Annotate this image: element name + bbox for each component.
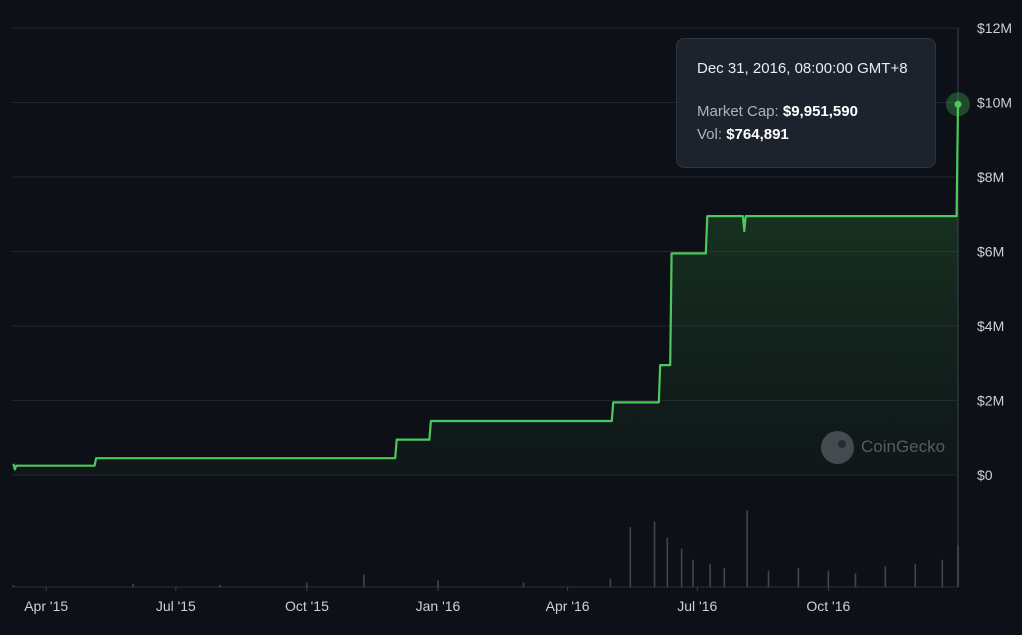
volume-bar [363,574,365,587]
y-tick-label: $8M [977,169,1004,185]
volume-bar [767,570,770,587]
chart-tooltip: Dec 31, 2016, 08:00:00 GMT+8 Market Cap:… [676,38,936,168]
x-tick-label: Oct '16 [806,598,850,614]
volume-bar [522,582,525,587]
y-tick-label: $12M [977,20,1012,36]
volume-bar [306,582,308,587]
volume-bar [827,570,830,587]
volume-bar [854,573,857,587]
volume-bar [692,559,694,587]
volume-bar [12,585,15,587]
x-tick-label: Jul '16 [677,598,717,614]
volume-bar [666,537,669,587]
tooltip-date: Dec 31, 2016, 08:00:00 GMT+8 [697,60,908,77]
y-tick-label: $10M [977,95,1012,111]
volume-bar [437,580,439,587]
market-cap-area [13,104,958,476]
y-tick-label: $2M [977,393,1004,409]
volume-bar [609,578,612,587]
tooltip-market-cap-label: Market Cap: [697,103,779,120]
volume-bar [941,559,944,587]
volume-bar [629,526,632,587]
x-tick-label: Apr '16 [546,598,590,614]
volume-bar [132,583,134,587]
x-tick-label: Jul '15 [156,598,196,614]
y-tick-label: $4M [977,318,1004,334]
tooltip-market-cap-value: $9,951,590 [782,103,858,120]
tooltip-vol-label: Vol: [697,126,723,143]
y-tick-label: $0 [977,467,993,483]
x-tick-label: Apr '15 [24,598,68,614]
volume-bar [797,567,800,587]
volume-bar [723,567,726,587]
hover-point [954,100,962,108]
volume-bar [957,545,959,587]
tooltip-volume: Vol: $764,891 [697,126,915,143]
volume-bar [219,584,221,587]
coingecko-watermark: CoinGecko [821,430,945,464]
volume-bar [884,566,887,587]
x-tick-label: Oct '15 [285,598,329,614]
tooltip-market-cap: Market Cap: $9,951,590 [697,103,915,120]
volume-bar [680,548,683,587]
volume-bar [709,564,711,587]
coingecko-logo-icon [821,430,854,464]
volume-bar [746,510,748,587]
y-tick-label: $6M [977,244,1004,260]
x-tick-label: Jan '16 [416,598,461,614]
tooltip-vol-value: $764,891 [726,126,789,143]
market-cap-line [12,104,960,471]
watermark-text: CoinGecko [861,437,946,456]
volume-bar [653,521,656,587]
volume-bar [914,564,917,587]
